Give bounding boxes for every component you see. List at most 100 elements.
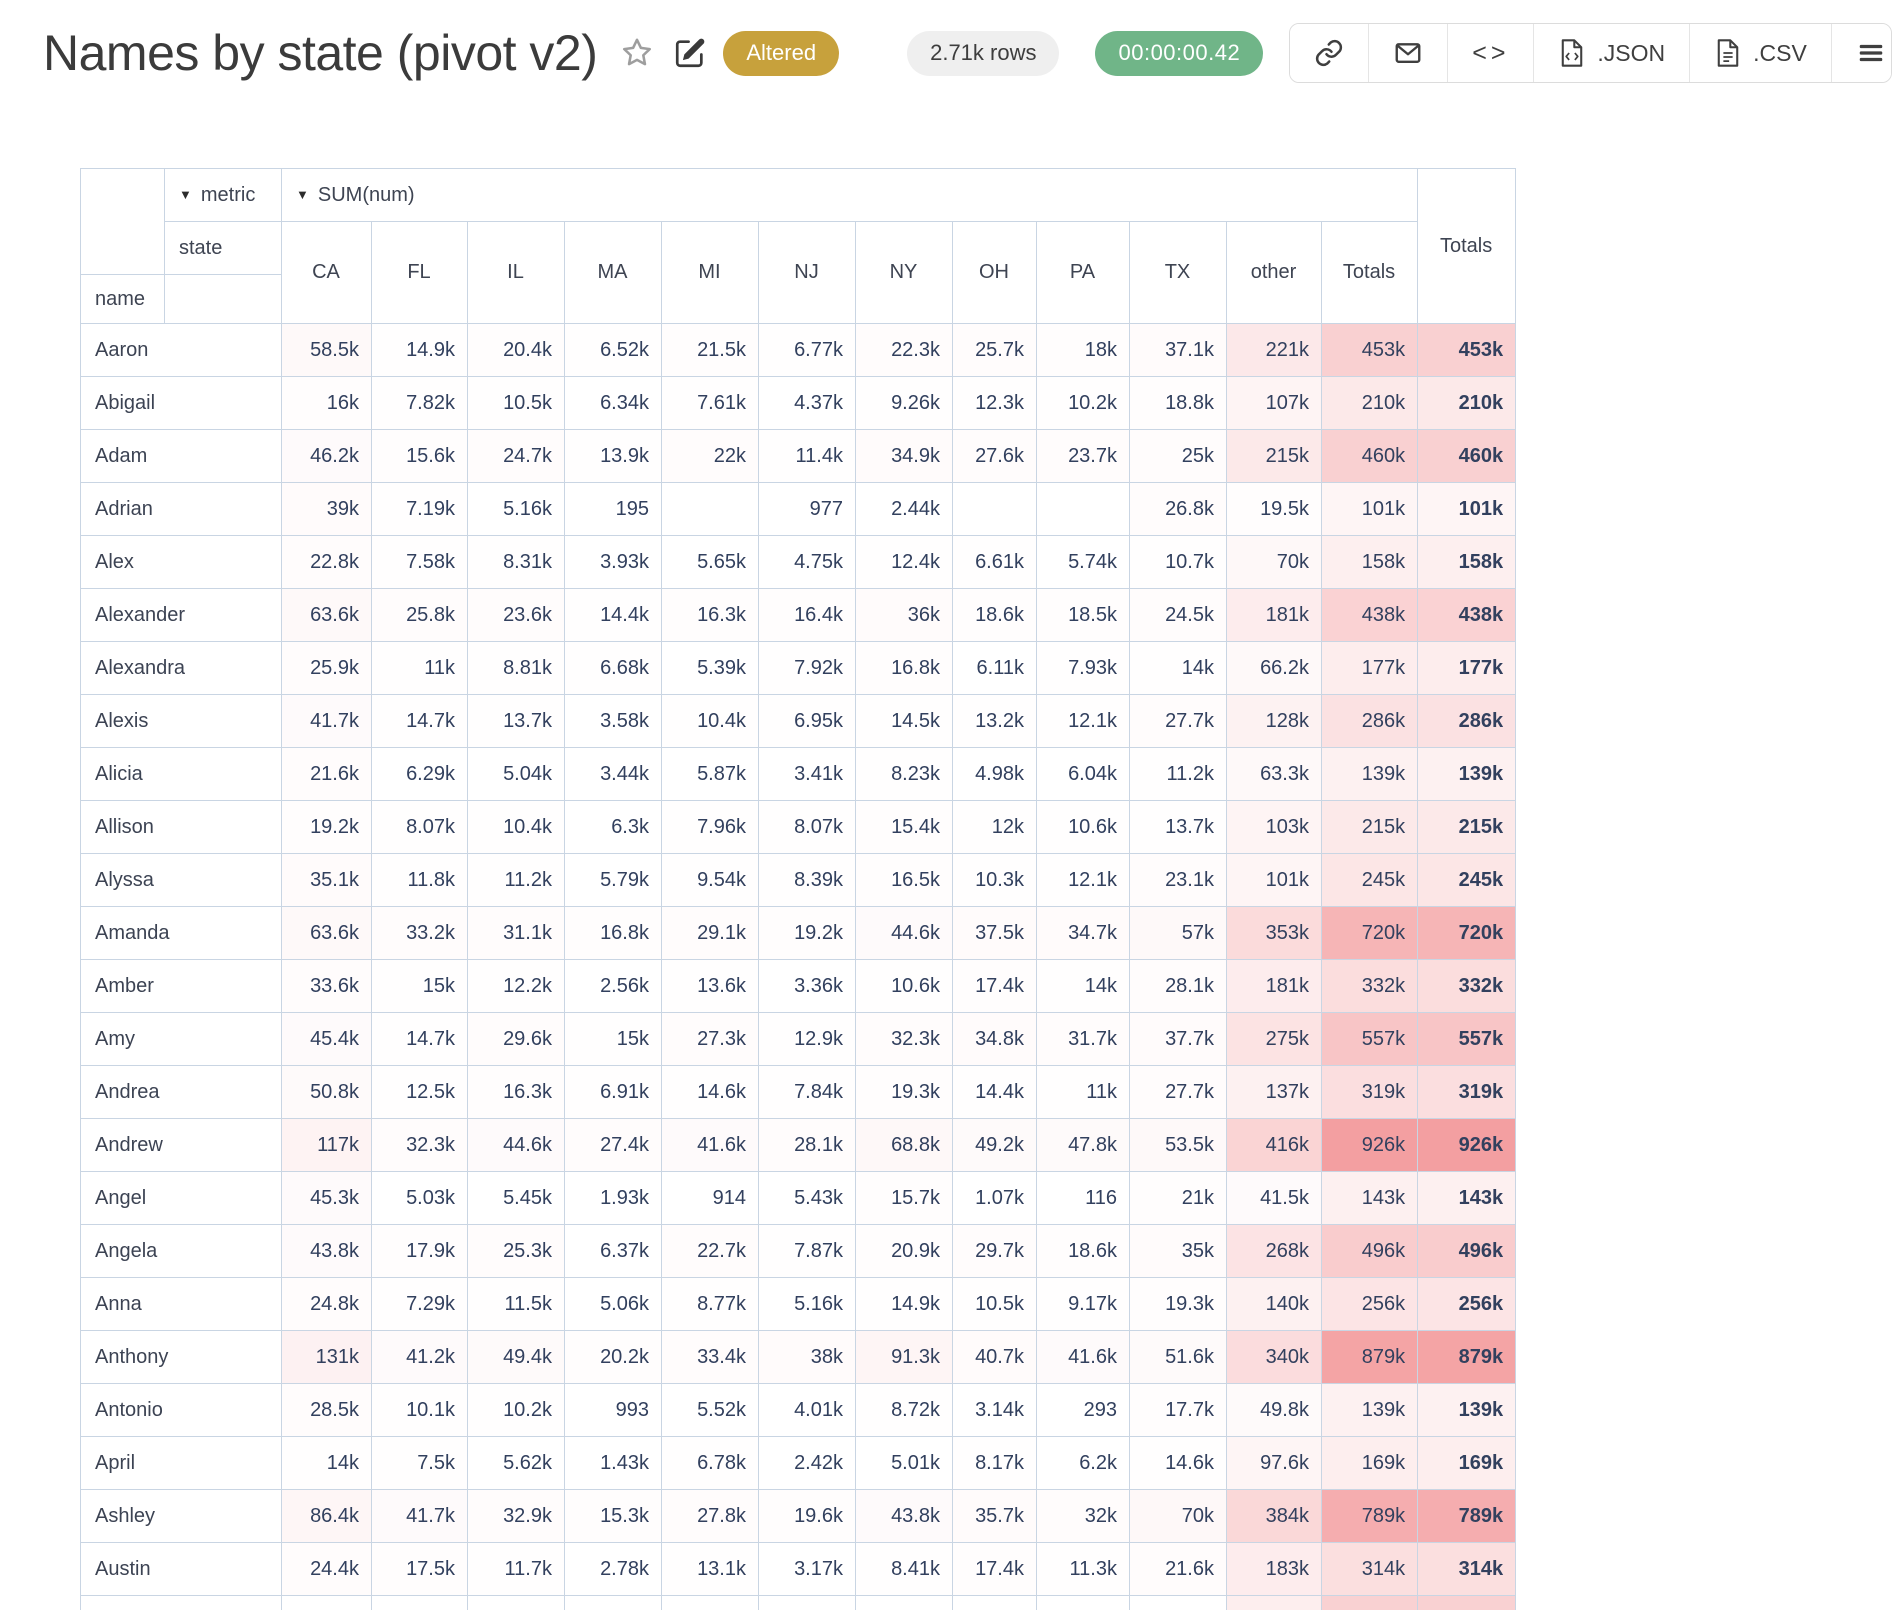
value-cell <box>662 1596 759 1610</box>
export-toolbar: <> .JSON .CSV <box>1289 23 1892 83</box>
row-name-cell: Anthony <box>81 1331 282 1384</box>
value-cell: 19.2k <box>282 801 372 854</box>
row-total-cell: 256k <box>1418 1278 1516 1331</box>
hamburger-menu-button[interactable] <box>1831 24 1892 82</box>
value-cell: 13.6k <box>662 960 759 1013</box>
value-cell: 70k <box>1130 1490 1227 1543</box>
row-total-cell: 460k <box>1418 430 1516 483</box>
value-cell: 91.3k <box>856 1331 953 1384</box>
partial-table-row <box>81 1596 1516 1610</box>
value-cell: 10.4k <box>662 695 759 748</box>
value-cell: 49.4k <box>468 1331 565 1384</box>
value-cell: 7.96k <box>662 801 759 854</box>
value-cell: 32.3k <box>856 1013 953 1066</box>
value-cell <box>1037 1596 1130 1610</box>
value-cell <box>1037 483 1130 536</box>
value-cell: 353k <box>1227 907 1322 960</box>
value-cell: 44.6k <box>856 907 953 960</box>
value-cell: 40.7k <box>953 1331 1037 1384</box>
value-cell: 183k <box>1227 1543 1322 1596</box>
favorite-star-icon[interactable] <box>619 35 655 71</box>
value-cell: 4.98k <box>953 748 1037 801</box>
pivot-header-row-state: state CA FL IL MA MI NJ NY OH PA TX othe… <box>81 222 1516 275</box>
value-cell: 245k <box>1322 854 1418 907</box>
value-cell: 268k <box>1227 1225 1322 1278</box>
value-cell: 12.9k <box>759 1013 856 1066</box>
value-cell: 23.6k <box>468 589 565 642</box>
value-cell: 14.6k <box>662 1066 759 1119</box>
metric-dropdown[interactable]: ▼metric <box>165 169 282 222</box>
value-aggregate-label: SUM(num) <box>318 184 415 206</box>
value-cell: 14.4k <box>953 1066 1037 1119</box>
value-cell: 20.4k <box>468 324 565 377</box>
row-total-cell: 332k <box>1418 960 1516 1013</box>
row-total-cell: 158k <box>1418 536 1516 589</box>
value-cell: 6.52k <box>565 324 662 377</box>
page-title: Names by state (pivot v2) <box>43 24 597 82</box>
value-cell: 45.3k <box>282 1172 372 1225</box>
value-cell: 51.6k <box>1130 1331 1227 1384</box>
value-cell: 5.16k <box>759 1278 856 1331</box>
value-cell: 11.5k <box>468 1278 565 1331</box>
column-header-il: IL <box>468 222 565 324</box>
value-cell: 177k <box>1322 642 1418 695</box>
value-cell: 7.87k <box>759 1225 856 1278</box>
value-cell: 332k <box>1322 960 1418 1013</box>
value-cell: 14.9k <box>856 1278 953 1331</box>
value-cell: 131k <box>282 1331 372 1384</box>
value-cell: 35k <box>1130 1225 1227 1278</box>
value-cell: 286k <box>1322 695 1418 748</box>
value-cell: 37.7k <box>1130 1013 1227 1066</box>
row-name-cell: Alexandra <box>81 642 282 695</box>
value-cell: 28.1k <box>759 1119 856 1172</box>
row-name-cell: Alexis <box>81 695 282 748</box>
value-cell: 5.01k <box>856 1437 953 1490</box>
elapsed-time-pill: 00:00:00.42 <box>1095 31 1263 76</box>
value-cell: 181k <box>1227 589 1322 642</box>
email-button[interactable] <box>1368 24 1447 82</box>
value-cell: 5.03k <box>372 1172 468 1225</box>
value-cell: 3.14k <box>953 1384 1037 1437</box>
value-cell: 139k <box>1322 1384 1418 1437</box>
value-cell: 1.07k <box>953 1172 1037 1225</box>
value-cell: 17.4k <box>953 960 1037 1013</box>
value-cell: 5.45k <box>468 1172 565 1225</box>
value-cell: 101k <box>1322 483 1418 536</box>
value-cell: 7.5k <box>372 1437 468 1490</box>
value-cell: 34.8k <box>953 1013 1037 1066</box>
value-cell: 460k <box>1322 430 1418 483</box>
download-csv-button[interactable]: .CSV <box>1689 24 1831 82</box>
value-cell: 18.6k <box>953 589 1037 642</box>
value-cell: 993 <box>565 1384 662 1437</box>
value-cell: 3.36k <box>759 960 856 1013</box>
edit-pencil-icon[interactable] <box>673 36 707 70</box>
value-cell: 6.2k <box>1037 1437 1130 1490</box>
value-cell: 13.1k <box>662 1543 759 1596</box>
embed-code-button[interactable]: <> <box>1447 24 1533 82</box>
sum-num-dropdown[interactable]: ▼SUM(num) <box>282 169 1418 222</box>
column-header-pa: PA <box>1037 222 1130 324</box>
value-cell: 7.92k <box>759 642 856 695</box>
column-header-ca: CA <box>282 222 372 324</box>
value-cell: 384k <box>1227 1490 1322 1543</box>
row-name-cell: Anna <box>81 1278 282 1331</box>
value-cell: 6.37k <box>565 1225 662 1278</box>
value-cell: 27.8k <box>662 1490 759 1543</box>
download-json-button[interactable]: .JSON <box>1533 24 1689 82</box>
value-cell: 195 <box>565 483 662 536</box>
row-name-cell: Ashley <box>81 1490 282 1543</box>
value-cell: 27.4k <box>565 1119 662 1172</box>
value-cell: 47.8k <box>1037 1119 1130 1172</box>
value-cell: 13.9k <box>565 430 662 483</box>
value-cell: 29.7k <box>953 1225 1037 1278</box>
value-cell: 10.3k <box>953 854 1037 907</box>
value-cell: 293 <box>1037 1384 1130 1437</box>
value-cell: 10.5k <box>468 377 565 430</box>
row-name-cell: Austin <box>81 1543 282 1596</box>
copy-link-button[interactable] <box>1290 24 1368 82</box>
